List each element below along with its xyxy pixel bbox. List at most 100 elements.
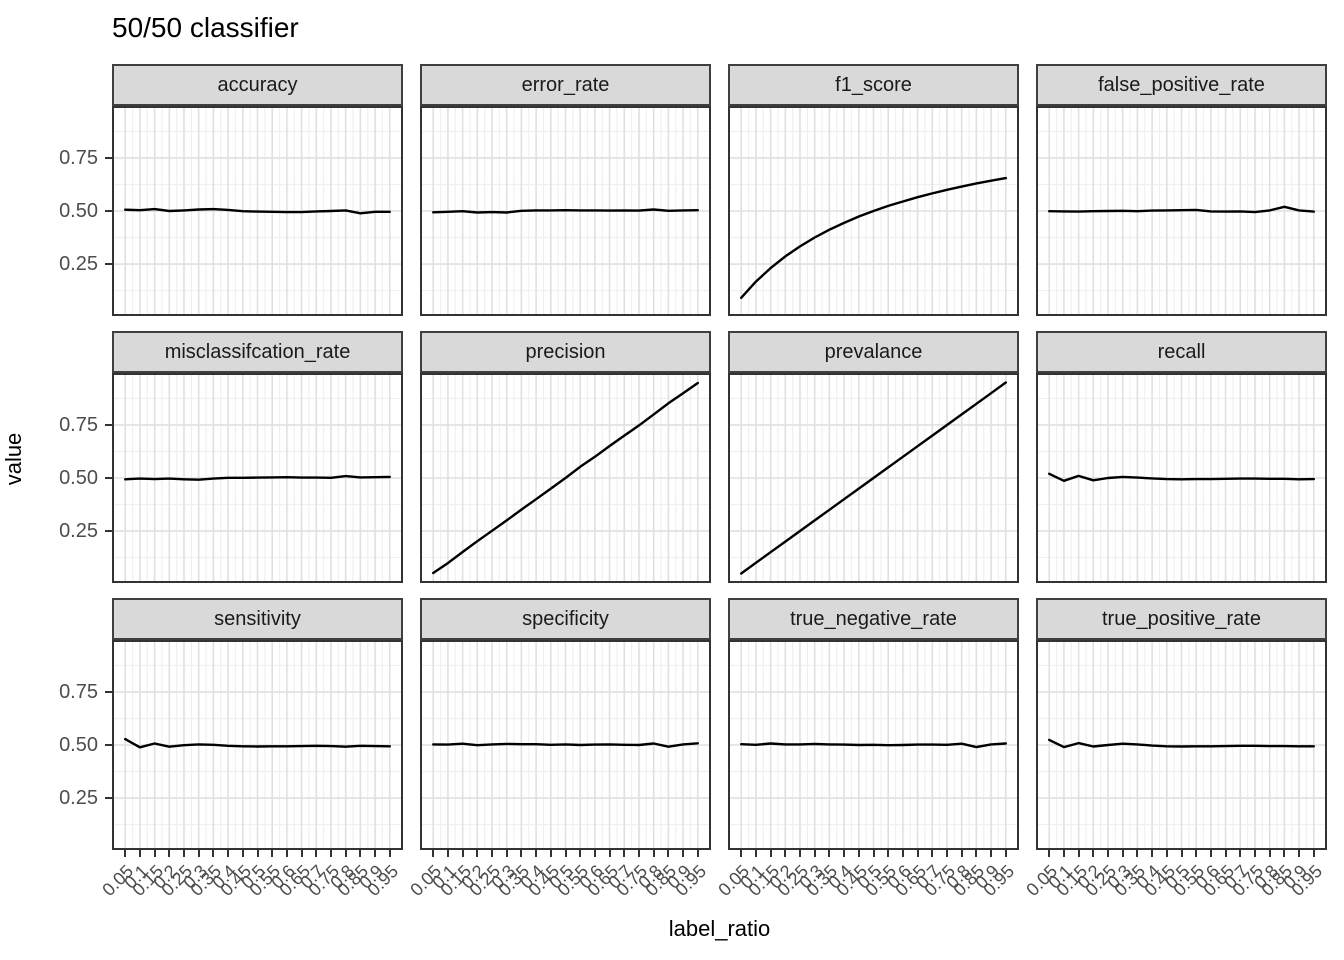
data-line-accuracy — [123, 207, 391, 215]
facet-error_rate: error_rate — [420, 64, 711, 316]
x-tick-mark — [300, 850, 303, 857]
facet-true_positive_rate: true_positive_rate — [1036, 598, 1327, 850]
facet-strip-precision: precision — [420, 331, 711, 373]
facet-panel-accuracy — [112, 106, 403, 316]
data-line-false_positive_rate — [1047, 205, 1315, 214]
facet-precision: precision — [420, 331, 711, 583]
x-tick-mark — [520, 850, 523, 857]
x-tick-mark — [256, 850, 259, 857]
facet-panel-sensitivity — [112, 640, 403, 850]
data-line-f1_score — [739, 176, 1007, 300]
x-tick-mark — [461, 850, 464, 857]
facet-strip-recall: recall — [1036, 331, 1327, 373]
facet-strip-error_rate: error_rate — [420, 64, 711, 106]
x-tick-mark — [872, 850, 875, 857]
x-tick-mark — [608, 850, 611, 857]
x-tick-mark — [1224, 850, 1227, 857]
x-tick-mark — [138, 850, 141, 857]
x-tick-mark — [535, 850, 538, 857]
x-tick-mark — [637, 850, 640, 857]
y-tick-mark — [105, 744, 112, 746]
x-tick-mark — [1151, 850, 1154, 857]
facet-strip-true_negative_rate: true_negative_rate — [728, 598, 1019, 640]
y-tick-label: 0.50 — [59, 467, 98, 489]
x-tick-mark — [945, 850, 948, 857]
x-tick-mark — [799, 850, 801, 857]
facet-false_positive_rate: false_positive_rate — [1036, 64, 1327, 316]
facet-strip-label: specificity — [522, 607, 609, 630]
y-tick-mark — [105, 530, 112, 533]
facet-strip-f1_score: f1_score — [728, 64, 1019, 106]
x-axis-title: label_ratio — [668, 916, 771, 941]
facet-strip-accuracy: accuracy — [112, 64, 403, 106]
y-tick-mark — [105, 156, 112, 159]
facet-panel-precision — [420, 373, 711, 583]
x-tick-mark — [1312, 850, 1315, 857]
facet-panel-misclassifcation_rate — [112, 373, 403, 583]
y-tick-label: 0.50 — [59, 200, 98, 222]
x-tick-mark — [1298, 850, 1301, 857]
x-tick-mark — [446, 850, 449, 857]
facet-true_negative_rate: true_negative_rate — [728, 598, 1019, 850]
y-tick-label: 0.25 — [59, 520, 98, 543]
y-tick-label: 0.75 — [59, 413, 98, 436]
y-tick-mark — [105, 423, 112, 426]
x-tick-mark — [754, 850, 757, 857]
x-tick-mark — [183, 850, 185, 857]
chart-title: 50/50 classifier — [112, 12, 299, 43]
facet-specificity: specificity — [420, 598, 711, 850]
x-tick-mark — [388, 850, 391, 857]
facet-misclassifcation_rate: misclassifcation_rate — [112, 331, 403, 583]
facet-panel-true_negative_rate — [728, 640, 1019, 850]
x-tick-mark — [887, 850, 890, 857]
x-tick-mark — [593, 850, 596, 857]
data-line-misclassifcation_rate — [123, 474, 391, 481]
x-tick-mark — [1239, 850, 1242, 857]
facet-panel-f1_score — [728, 106, 1019, 316]
data-line-error_rate — [431, 208, 699, 214]
x-tick-mark — [227, 850, 230, 857]
facet-strip-label: misclassifcation_rate — [164, 340, 351, 363]
x-tick-mark — [359, 850, 362, 857]
facet-panel-true_positive_rate — [1036, 640, 1327, 850]
x-tick-mark — [1062, 850, 1065, 857]
x-tick-mark — [476, 850, 479, 857]
x-tick-mark — [1136, 850, 1139, 857]
x-tick-mark — [241, 850, 244, 857]
facet-sensitivity: sensitivity — [112, 598, 403, 850]
facet-strip-label: true_positive_rate — [1102, 607, 1261, 630]
facet-strip-label: f1_score — [835, 73, 912, 96]
data-line-true_negative_rate — [739, 742, 1007, 749]
facet-strip-label: recall — [1157, 340, 1206, 363]
facet-strip-sensitivity: sensitivity — [112, 598, 403, 640]
facet-recall: recall — [1036, 331, 1327, 583]
facet-panel-prevalance — [728, 373, 1019, 583]
x-tick-mark — [549, 850, 552, 857]
y-tick-mark — [105, 690, 112, 693]
y-tick-mark — [105, 263, 112, 266]
x-tick-mark — [1283, 850, 1286, 857]
x-tick-mark — [285, 850, 288, 857]
x-tick-mark — [1209, 850, 1212, 857]
x-tick-mark — [1180, 850, 1183, 857]
x-tick-mark — [271, 850, 274, 857]
facet-panel-recall — [1036, 373, 1327, 583]
data-line-sensitivity — [123, 737, 391, 749]
y-tick-mark — [105, 210, 112, 212]
x-tick-mark — [843, 850, 846, 857]
x-tick-mark — [652, 850, 655, 857]
facet-strip-label: precision — [525, 340, 606, 363]
x-tick-mark — [1121, 850, 1124, 857]
x-tick-mark — [740, 850, 743, 857]
x-tick-mark — [579, 850, 582, 857]
x-tick-mark — [901, 850, 904, 857]
x-tick-mark — [975, 850, 978, 857]
data-line-true_positive_rate — [1047, 738, 1315, 749]
x-tick-mark — [990, 850, 993, 857]
x-tick-mark — [1004, 850, 1007, 857]
facet-prevalance: prevalance — [728, 331, 1019, 583]
facet-strip-label: prevalance — [824, 340, 923, 363]
data-line-specificity — [431, 742, 699, 748]
x-tick-mark — [124, 850, 127, 857]
